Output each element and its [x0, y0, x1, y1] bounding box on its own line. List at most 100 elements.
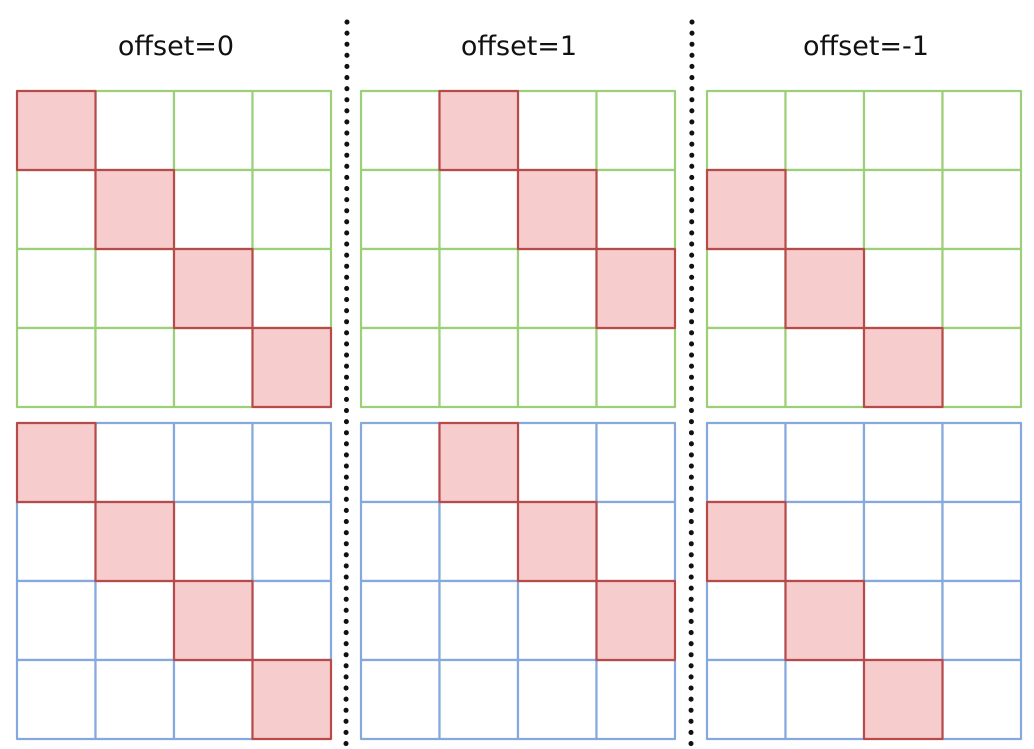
- highlighted-cell: [516, 500, 598, 583]
- grid-cell: [251, 579, 333, 662]
- grid-cell: [705, 247, 787, 330]
- grid-cell: [595, 326, 677, 409]
- grid-cell: [15, 658, 97, 741]
- grid-cell: [438, 658, 520, 741]
- grid-bottom-panel-1: [359, 421, 677, 741]
- grids: [15, 89, 1023, 741]
- divider-left: [343, 19, 350, 748]
- grid-cell: [595, 168, 677, 251]
- grid-cell: [359, 500, 441, 583]
- grid-cell: [784, 658, 866, 741]
- highlighted-cell: [705, 500, 787, 583]
- highlighted-cell: [595, 247, 677, 330]
- grid-cell: [595, 421, 677, 504]
- grid-cell: [359, 326, 441, 409]
- highlighted-cell: [251, 658, 333, 741]
- grid-cell: [359, 579, 441, 662]
- grid-cell: [94, 247, 176, 330]
- grid-bottom-panel-2: [705, 421, 1023, 741]
- grid-cell: [595, 500, 677, 583]
- grid-cell: [15, 168, 97, 251]
- grid-cell: [941, 247, 1023, 330]
- grid-cell: [516, 247, 598, 330]
- grid-cell: [172, 658, 254, 741]
- highlighted-cell: [516, 168, 598, 251]
- highlighted-cell: [438, 89, 520, 172]
- grid-cell: [15, 247, 97, 330]
- grid-cell: [941, 579, 1023, 662]
- grid-cell: [172, 168, 254, 251]
- grid-cell: [94, 89, 176, 172]
- grid-cell: [705, 658, 787, 741]
- grid-cell: [516, 658, 598, 741]
- grid-cell: [784, 326, 866, 409]
- grid-cell: [172, 89, 254, 172]
- grid-cell: [251, 500, 333, 583]
- grid-cell: [705, 326, 787, 409]
- highlighted-cell: [784, 247, 866, 330]
- grid-cell: [251, 247, 333, 330]
- highlighted-cell: [15, 421, 97, 504]
- grid-cell: [251, 89, 333, 172]
- grid-top-panel-0: [15, 89, 333, 409]
- grid-cell: [862, 89, 944, 172]
- grid-cell: [438, 326, 520, 409]
- grid-cell: [516, 326, 598, 409]
- grid-cell: [172, 326, 254, 409]
- grid-cell: [94, 658, 176, 741]
- grid-cell: [516, 89, 598, 172]
- grid-cell: [359, 89, 441, 172]
- grid-cell: [941, 89, 1023, 172]
- grid-cell: [438, 247, 520, 330]
- highlighted-cell: [438, 421, 520, 504]
- grid-cell: [705, 579, 787, 662]
- highlighted-cell: [172, 247, 254, 330]
- grid-cell: [15, 579, 97, 662]
- panel-title-offset-1: offset=1: [461, 31, 577, 62]
- highlighted-cell: [15, 89, 97, 172]
- grid-cell: [862, 579, 944, 662]
- highlighted-cell: [595, 579, 677, 662]
- panel-title-offset-minus-1: offset=-1: [803, 31, 929, 62]
- grid-cell: [941, 500, 1023, 583]
- panel-title-offset-0: offset=0: [118, 31, 234, 62]
- highlighted-cell: [862, 658, 944, 741]
- grid-cell: [862, 421, 944, 504]
- highlighted-cell: [705, 168, 787, 251]
- grid-cell: [862, 500, 944, 583]
- grid-cell: [94, 421, 176, 504]
- grid-cell: [438, 579, 520, 662]
- grid-cell: [438, 168, 520, 251]
- grid-cell: [862, 168, 944, 251]
- grid-cell: [251, 421, 333, 504]
- grid-cell: [784, 89, 866, 172]
- grid-cell: [15, 500, 97, 583]
- grid-cell: [705, 89, 787, 172]
- grid-cell: [94, 326, 176, 409]
- grid-bottom-panel-0: [15, 421, 333, 741]
- grid-cell: [941, 326, 1023, 409]
- highlighted-cell: [94, 168, 176, 251]
- grid-cell: [359, 421, 441, 504]
- highlighted-cell: [94, 500, 176, 583]
- grid-cell: [516, 421, 598, 504]
- grid-cell: [941, 421, 1023, 504]
- grid-cell: [94, 579, 176, 662]
- grid-cell: [784, 500, 866, 583]
- grid-cell: [941, 658, 1023, 741]
- divider-right: [688, 19, 695, 748]
- grid-cell: [595, 89, 677, 172]
- grid-cell: [516, 579, 598, 662]
- grid-cell: [784, 421, 866, 504]
- grid-cell: [359, 168, 441, 251]
- grid-cell: [359, 247, 441, 330]
- grid-cell: [172, 421, 254, 504]
- grid-cell: [784, 168, 866, 251]
- highlighted-cell: [172, 579, 254, 662]
- grid-cell: [862, 247, 944, 330]
- grid-top-panel-2: [705, 89, 1023, 409]
- grid-cell: [251, 168, 333, 251]
- grid-cell: [705, 421, 787, 504]
- highlighted-cell: [251, 326, 333, 409]
